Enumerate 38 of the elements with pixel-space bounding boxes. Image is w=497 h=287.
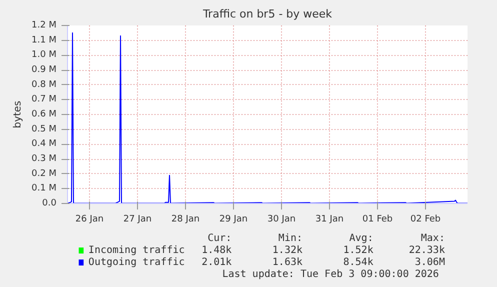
text: 1.32k [272,245,303,256]
x-tick-label: 29 Jan [219,214,248,224]
y-tick-label: 0.1 M [32,184,57,194]
text: 1.52k [343,245,374,256]
y-tick-label: 1.2 M [32,20,57,30]
text: 2.01k [202,257,232,268]
x-tick-label: 01 Feb [362,214,393,224]
text: Avg: [349,233,374,244]
text: 1.48k [202,245,232,256]
y-tick-label: 0.0 [42,198,57,208]
legend-label: Outgoing traffic [88,257,185,268]
y-tick-label: 0.6 M [32,110,57,120]
x-tick-label: 02 Feb [410,214,441,224]
text: 22.33k [408,245,445,256]
y-tick-label: 0.5 M [32,124,57,134]
y-tick-label: 1.1 M [32,35,57,46]
text: Min: [278,233,303,244]
legend-label: Incoming traffic [88,245,185,256]
y-tick-label: 0.7 M [32,94,57,105]
x-tick-label: 31 Jan [315,214,344,224]
chart-title: Traffic on br5 - by week [202,8,333,20]
text: Cur: [208,233,232,244]
x-tick-label: 30 Jan [267,214,296,224]
y-axis-title: bytes [12,100,24,128]
y-tick-label: 1.0 M [32,50,57,60]
y-tick-label: 0.2 M [32,168,57,179]
y-tick-label: 0.4 M [32,139,57,150]
x-tick-label: 26 Jan [75,214,104,224]
text: 1.63k [272,257,303,268]
y-tick-label: 0.9 M [32,65,57,75]
text: Last update: Tue Feb 3 09:00:00 2026 [222,269,439,280]
y-tick-label: 0.3 M [32,154,57,164]
x-tick-label: 27 Jan [123,214,152,224]
x-tick-label: 28 Jan [171,214,200,224]
text: 3.06M [414,257,445,268]
text: 8.54k [343,257,374,268]
y-tick-label: 0.8 M [32,80,57,90]
text: Max: [420,233,445,244]
